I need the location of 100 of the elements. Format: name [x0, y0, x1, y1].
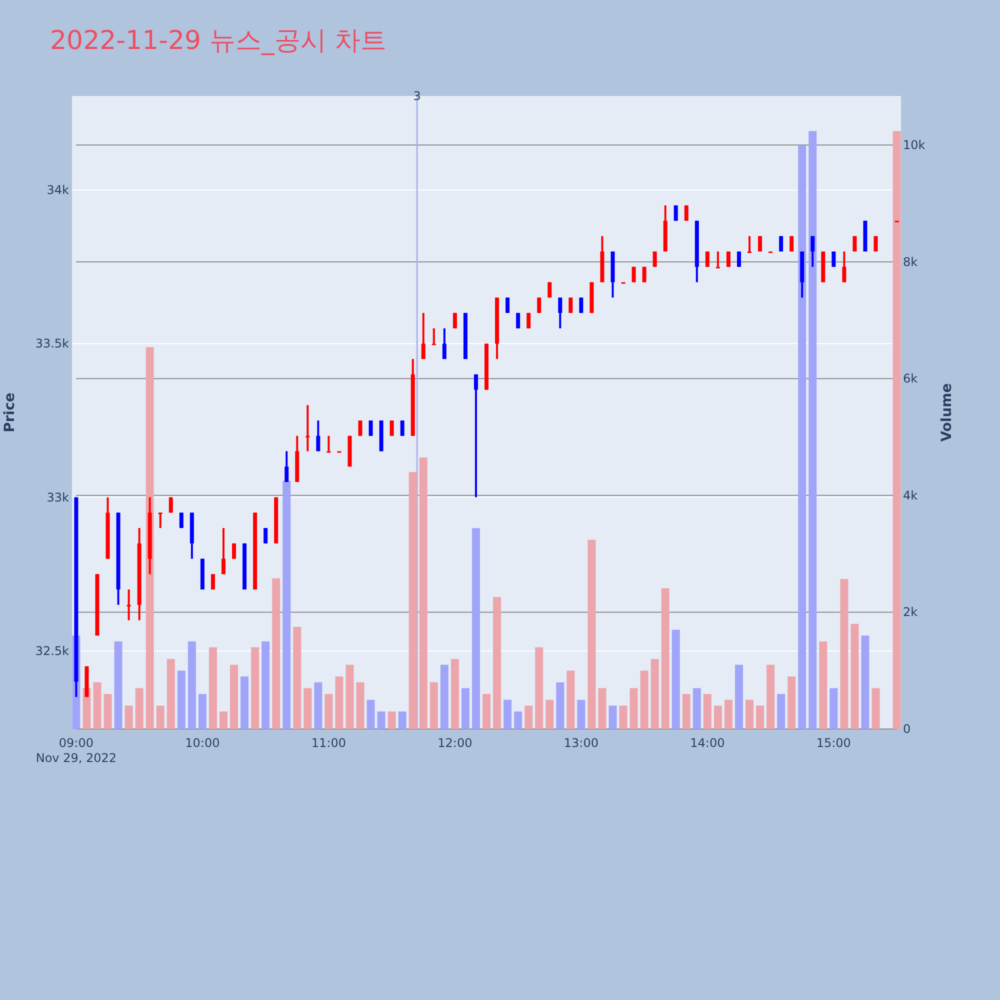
bar [724, 700, 732, 729]
bar [788, 676, 796, 729]
bar [692, 688, 701, 729]
bar [188, 641, 196, 729]
bar [272, 578, 280, 729]
candlestick [326, 434, 331, 453]
bar [872, 688, 880, 729]
bar [304, 688, 312, 729]
y-axis-title: Price [2, 392, 18, 432]
bar [346, 664, 354, 729]
bar [419, 457, 428, 729]
bar [798, 145, 806, 729]
bar [135, 688, 144, 729]
x-tick-label: 10:00 [185, 736, 220, 750]
candlestick [716, 250, 720, 268]
y2-tick-label: 8k [903, 254, 918, 269]
bar [208, 647, 217, 729]
x-tick-label: 13:00 [564, 736, 598, 750]
bar [440, 664, 448, 729]
bar [104, 694, 112, 729]
bar [840, 578, 848, 729]
y2-tick-label: 4k [903, 488, 918, 502]
bar [293, 626, 302, 729]
x-tick-label: 11:00 [311, 736, 346, 750]
bar [156, 706, 164, 729]
bar [166, 658, 175, 729]
bar [777, 694, 786, 729]
bar [703, 694, 712, 729]
candlestick [284, 450, 289, 483]
bar [556, 682, 564, 729]
bar [672, 630, 680, 729]
bar [514, 711, 522, 729]
bar [314, 682, 322, 729]
y-tick-label: 34k [46, 183, 70, 198]
bar [630, 688, 638, 729]
bar [546, 700, 554, 729]
x-tick-label: 12:00 [438, 736, 472, 750]
bar [566, 670, 575, 729]
bar [619, 706, 628, 729]
bar [262, 641, 270, 729]
bar [324, 694, 333, 729]
bar [482, 694, 490, 729]
y2-tick-label: 2k [903, 605, 918, 620]
bar [588, 540, 596, 729]
candlestick [748, 235, 752, 253]
bar [808, 131, 817, 729]
bar [240, 676, 249, 729]
bar [535, 647, 544, 729]
bar [356, 682, 364, 729]
bar [461, 688, 470, 729]
chart-title: 2022-11-29 뉴스_공시 차트 [50, 26, 387, 56]
ref-line-label: 3 [413, 89, 421, 103]
bar [335, 676, 344, 729]
bar [650, 658, 659, 729]
candlestick [842, 250, 846, 284]
bar [230, 664, 238, 729]
y2-tick-label: 10k [903, 138, 926, 152]
bar [398, 711, 406, 729]
bar [493, 597, 502, 729]
candlestick [442, 327, 446, 360]
bar [819, 641, 828, 729]
bar [93, 682, 102, 729]
bar [388, 711, 396, 729]
bar [661, 588, 670, 729]
bar [734, 664, 743, 729]
x-tick-label: 14:00 [690, 736, 725, 750]
bar [598, 688, 606, 729]
bar [377, 711, 386, 729]
candlestick [558, 296, 562, 330]
candlestick [421, 312, 426, 360]
candlestick [221, 527, 226, 576]
candlestick [126, 588, 131, 622]
bar [146, 347, 154, 729]
candlestick [316, 419, 320, 452]
bar [219, 711, 228, 729]
bar [892, 131, 901, 729]
bar [177, 670, 186, 729]
bar [756, 706, 764, 729]
bar [850, 624, 859, 729]
bar [198, 694, 206, 729]
bar [114, 641, 122, 729]
candlestick [432, 327, 436, 346]
bar [430, 682, 438, 729]
y-tick-label: 33.5k [35, 336, 70, 351]
bar [714, 706, 722, 729]
bar [640, 670, 648, 729]
bar [746, 700, 754, 729]
y-tick-label: 32.5k [35, 644, 70, 658]
bar [830, 688, 838, 729]
bar [682, 694, 690, 729]
y2-tick-label: 0 [903, 722, 911, 736]
candlestick [158, 512, 162, 530]
y-tick-label: 33k [46, 490, 70, 504]
bar [366, 700, 375, 729]
bar [861, 636, 870, 729]
bar [450, 658, 459, 729]
y2-axis-title: Volume [939, 383, 955, 442]
bar [408, 472, 417, 729]
bar [504, 700, 512, 729]
candlestick [474, 373, 478, 498]
